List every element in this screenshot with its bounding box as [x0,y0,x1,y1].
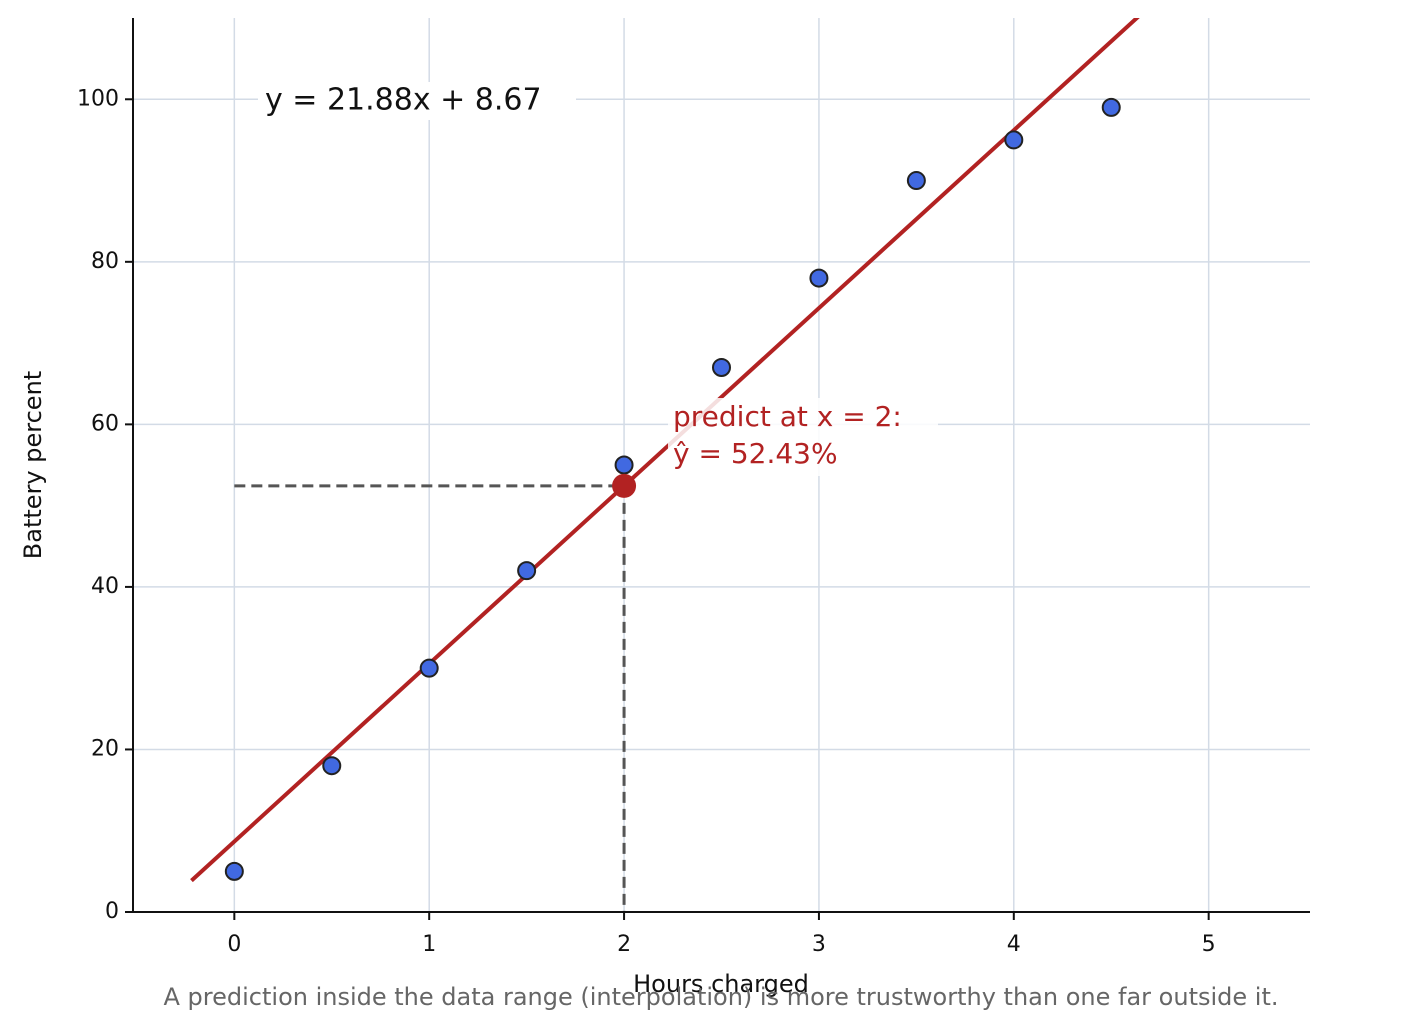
data-point [517,561,537,581]
x-axis-label: Hours charged [633,970,809,998]
data-point [322,756,342,776]
prediction-point [612,473,637,498]
data-point [224,861,244,881]
labels: Hours charged Battery percent A predicti… [19,371,1278,1011]
x-tick-label: 4 [1007,932,1021,957]
caption: A prediction inside the data range (inte… [164,983,1279,1011]
data-point [419,658,439,678]
data-point [809,268,829,288]
x-tick-label: 3 [812,932,826,957]
equation-box [258,82,576,120]
data-point [1101,97,1121,117]
plot-area [190,18,1140,912]
equation-label: y = 21.88x + 8.67 [265,83,542,118]
x-tick-label: 5 [1202,932,1216,957]
prediction-box [668,398,938,476]
x-tick-label: 2 [617,932,631,957]
fit-line [190,18,1140,883]
x-tick-label: 0 [227,932,241,957]
y-tick-label: 40 [91,574,119,599]
prediction-label: predict at x = 2: [673,400,902,433]
x-tick-label: 1 [422,932,436,957]
data-point [1004,130,1024,150]
y-tick-label: 100 [77,86,119,111]
data-point [906,171,926,191]
y-tick-label: 60 [91,411,119,436]
data-point [712,357,731,377]
prediction-label: ŷ = 52.43% [673,437,838,470]
y-tick-label: 80 [91,249,119,274]
axes: 0 1 2 3 4 5 0 20 40 60 80 100 [77,18,1310,957]
y-tick-label: 20 [91,736,119,761]
y-axis-label: Battery percent [19,371,47,559]
y-tick-label: 0 [105,899,119,924]
data-point [614,455,634,475]
